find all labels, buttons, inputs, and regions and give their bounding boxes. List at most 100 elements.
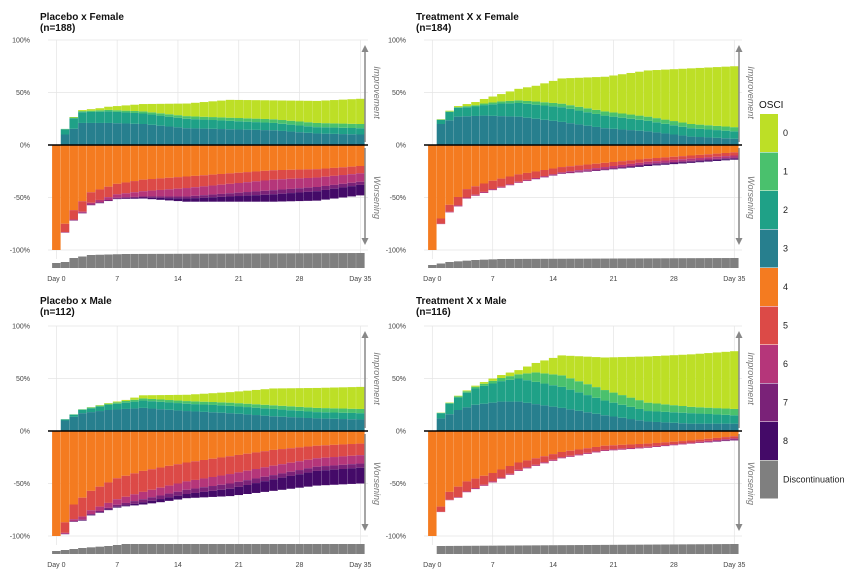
bar-osci-5 — [347, 444, 356, 456]
bar-osci-2 — [574, 392, 584, 411]
bar-osci-7 — [347, 182, 356, 187]
bar-osci-5 — [436, 506, 446, 512]
bar-discontinuation — [635, 258, 644, 268]
bar-osci-6 — [730, 155, 739, 158]
bar-osci-2 — [695, 413, 705, 424]
bar-osci-1 — [321, 123, 330, 128]
x-tick-label: 21 — [235, 276, 243, 283]
bar-osci-4 — [208, 431, 217, 459]
bar-osci-0 — [78, 110, 87, 112]
bar-osci-6 — [165, 189, 174, 197]
y-tick-label: 0% — [396, 429, 406, 436]
bar-osci-3 — [165, 126, 174, 145]
bar-osci-6 — [312, 177, 322, 187]
bar-osci-4 — [356, 145, 365, 166]
bar-osci-5 — [540, 456, 549, 463]
bar-osci-1 — [531, 372, 541, 382]
bar-osci-1 — [523, 100, 532, 104]
bar-osci-6 — [173, 483, 183, 492]
bar-osci-5 — [225, 456, 235, 475]
bar-osci-6 — [548, 459, 558, 461]
bar-osci-3 — [338, 134, 348, 145]
bar-osci-1 — [583, 108, 592, 113]
bar-osci-1 — [277, 120, 287, 124]
bar-osci-7 — [234, 192, 243, 197]
bar-osci-2 — [531, 104, 541, 119]
bar-osci-8 — [199, 197, 209, 202]
bar-discontinuation — [121, 254, 131, 268]
bar-osci-8 — [130, 197, 139, 199]
bar-osci-5 — [583, 448, 592, 453]
bar-osci-8 — [277, 477, 287, 490]
bar-osci-3 — [445, 120, 454, 145]
bar-osci-3 — [225, 413, 235, 431]
bar-osci-0 — [121, 399, 131, 401]
bar-osci-5 — [260, 170, 270, 181]
bar-osci-6 — [104, 502, 113, 508]
x-tick-label: 14 — [174, 562, 182, 569]
bar-osci-4 — [277, 431, 287, 450]
bar-osci-5 — [191, 175, 200, 188]
bar-discontinuation — [428, 265, 437, 268]
bar-osci-8 — [704, 160, 713, 162]
bar-osci-2 — [445, 111, 454, 121]
panel-title-text: Treatment X x Male — [416, 296, 507, 307]
bar-osci-3 — [712, 137, 722, 145]
bar-osci-5 — [243, 453, 252, 471]
bar-osci-0 — [497, 94, 506, 102]
bar-osci-1 — [566, 378, 575, 390]
bar-discontinuation — [678, 258, 687, 268]
bar-osci-5 — [600, 445, 610, 450]
bar-osci-5 — [488, 473, 497, 482]
bar-osci-6 — [217, 184, 226, 194]
bar-osci-1 — [686, 406, 696, 414]
bar-osci-5 — [643, 158, 653, 162]
bar-osci-0 — [295, 388, 304, 407]
bar-osci-3 — [661, 422, 670, 431]
bar-osci-4 — [497, 145, 506, 179]
bar-osci-4 — [277, 145, 287, 170]
bar-osci-4 — [635, 145, 644, 160]
worsening-label: Worsening — [746, 462, 756, 505]
bar-osci-1 — [592, 109, 601, 114]
bar-osci-1 — [234, 403, 243, 407]
bar-osci-2 — [156, 401, 165, 410]
bar-osci-0 — [217, 100, 226, 118]
bar-osci-6 — [453, 497, 463, 498]
bar-osci-8 — [695, 161, 705, 163]
bar-osci-2 — [686, 413, 696, 424]
bar-osci-0 — [321, 387, 330, 409]
bar-osci-1 — [643, 116, 653, 121]
bar-discontinuation — [251, 544, 261, 554]
bar-osci-3 — [609, 416, 618, 431]
bar-osci-7 — [269, 190, 278, 195]
panel-n-text: (n=112) — [40, 307, 75, 318]
bar-discontinuation — [52, 551, 61, 554]
bar-osci-4 — [338, 431, 348, 445]
bar-osci-5 — [505, 466, 515, 474]
bar-osci-3 — [199, 128, 209, 145]
bar-discontinuation — [217, 544, 226, 554]
bar-osci-2 — [574, 110, 584, 125]
bar-osci-1 — [199, 401, 209, 405]
bar-osci-6 — [462, 491, 472, 493]
bar-osci-8 — [338, 469, 348, 485]
bar-osci-5 — [661, 157, 670, 161]
bar-osci-3 — [574, 124, 584, 145]
bar-osci-4 — [303, 145, 313, 170]
bar-osci-4 — [488, 145, 497, 181]
bar-osci-2 — [312, 412, 322, 419]
bar-osci-5 — [557, 452, 566, 458]
x-tick-label: 7 — [115, 276, 119, 283]
bar-osci-0 — [338, 387, 348, 409]
bar-osci-4 — [721, 431, 730, 438]
bar-osci-5 — [531, 458, 541, 465]
bar-osci-3 — [86, 122, 96, 145]
bar-discontinuation — [217, 253, 226, 268]
bar-osci-7 — [199, 487, 209, 492]
bar-osci-7 — [191, 488, 200, 493]
x-tick-label: 7 — [491, 276, 495, 283]
bar-osci-1 — [479, 103, 489, 106]
bar-osci-4 — [121, 145, 131, 183]
bar-discontinuation — [514, 258, 523, 268]
